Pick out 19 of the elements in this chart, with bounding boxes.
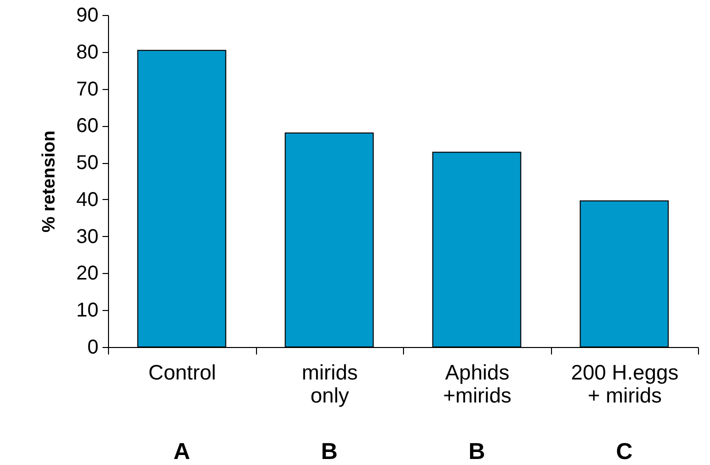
text: C xyxy=(616,438,633,464)
y-tick-label: 50 xyxy=(76,152,98,174)
y-tick-label: 60 xyxy=(76,115,98,138)
y-tick-label: 30 xyxy=(76,226,98,248)
y-tick-label: 0 xyxy=(87,336,98,358)
y-tick-label: 10 xyxy=(76,300,98,322)
y-tick-label: 70 xyxy=(76,78,98,100)
y-tick-label: 80 xyxy=(76,41,98,64)
text: B xyxy=(320,438,338,464)
x-tick-label: mirids only xyxy=(302,362,358,408)
y-tick-label: 90 xyxy=(76,4,98,26)
x-tick-label: Aphids +mirids xyxy=(443,362,512,408)
y-tick-label: 20 xyxy=(76,262,98,285)
y-axis-title: % retension xyxy=(38,130,58,233)
y-tick-label: 40 xyxy=(76,188,98,211)
x-tick-label: 200 H.eggs + mirids xyxy=(571,362,678,408)
x-tick-label: Control xyxy=(148,362,216,384)
text: B xyxy=(468,438,486,464)
text: A xyxy=(173,438,190,464)
